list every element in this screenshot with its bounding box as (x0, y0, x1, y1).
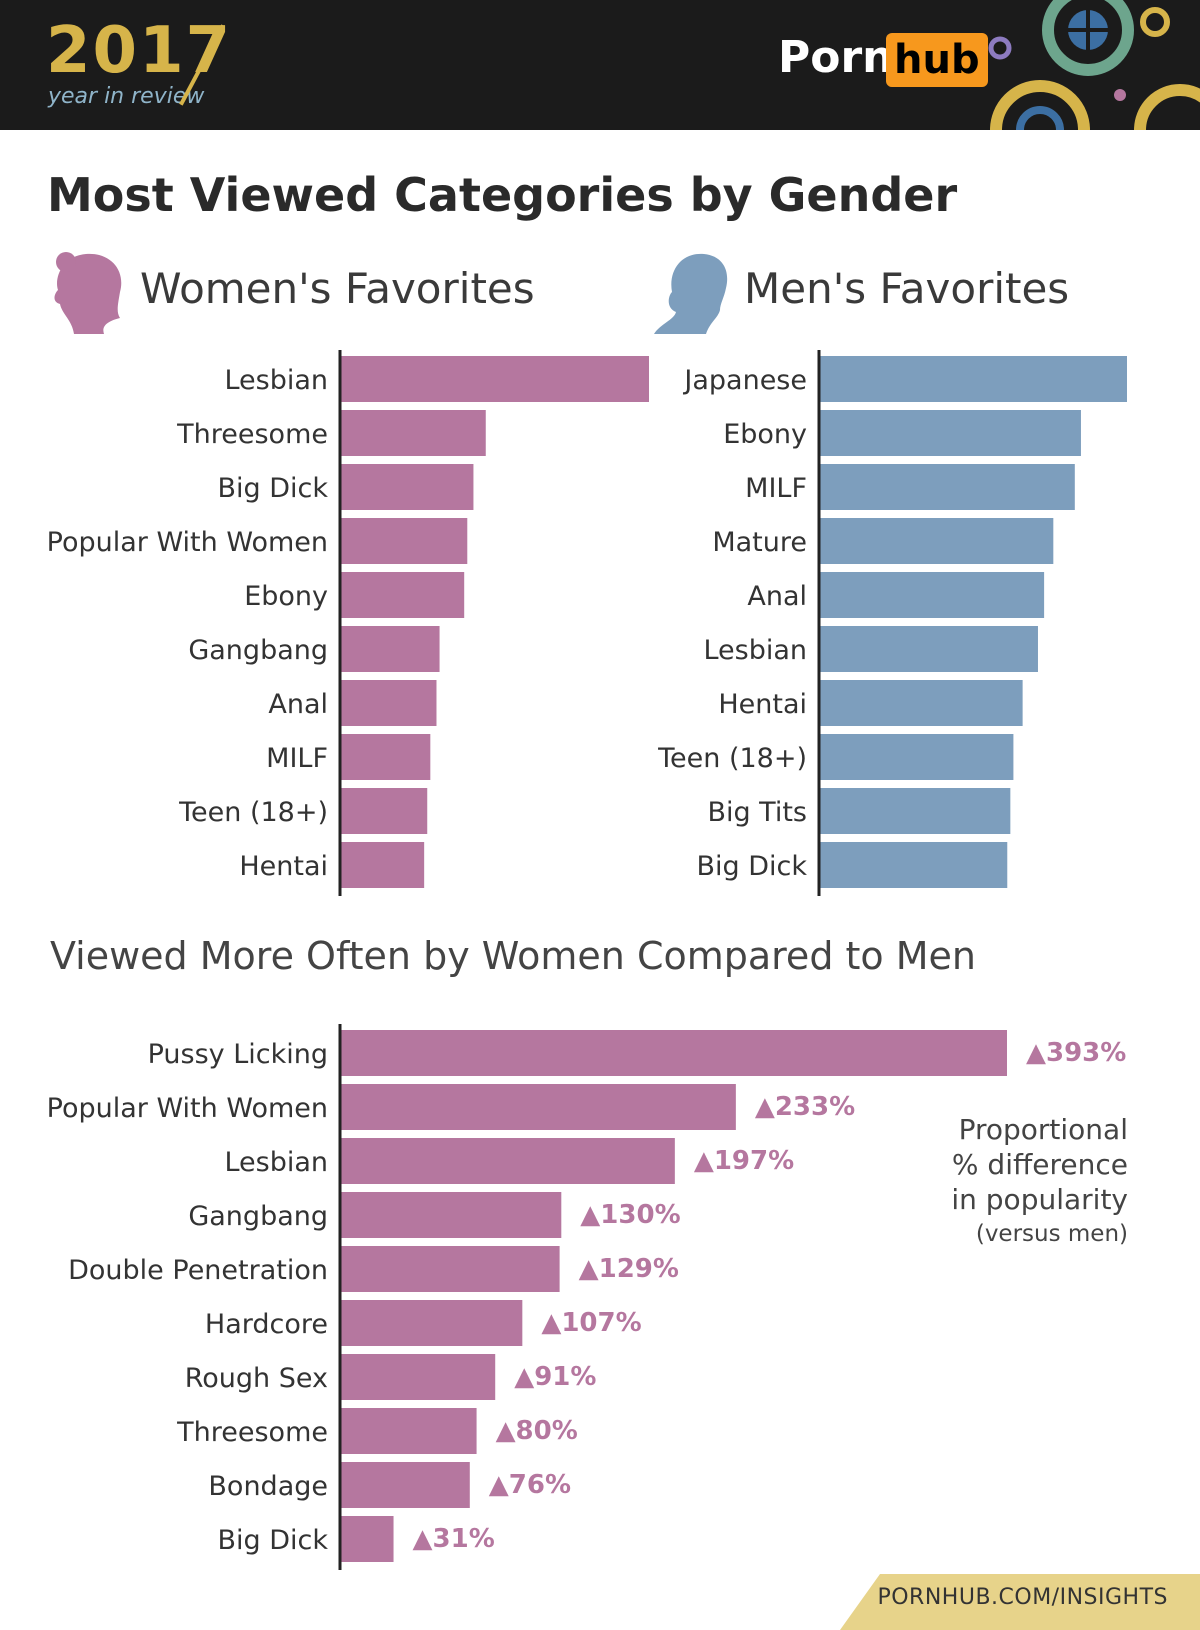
women-category-label: Lesbian (224, 365, 328, 396)
men-bar (820, 734, 1014, 780)
women-bar (341, 410, 486, 456)
comparison-bar (341, 1516, 394, 1562)
men-category-label: Japanese (682, 365, 807, 396)
women-category-label: Threesome (176, 419, 328, 450)
comparison-category-label: Bondage (208, 1471, 328, 1502)
men-bar (820, 464, 1075, 510)
comparison-value-label: ▲80% (496, 1416, 578, 1446)
women-category-label: Big Dick (217, 473, 328, 504)
men-bar (820, 842, 1008, 888)
comparison-bar (341, 1192, 562, 1238)
men-favorites-title: Men's Favorites (744, 264, 1070, 313)
man-head-icon (654, 253, 728, 334)
woman-head-icon (54, 252, 122, 334)
page-title: Most Viewed Categories by Gender (47, 168, 958, 222)
women-bar (341, 626, 440, 672)
note-line-3: in popularity (951, 1183, 1128, 1216)
comparison-category-label: Hardcore (205, 1309, 328, 1340)
comparison-bar (341, 1138, 675, 1184)
chart-note: Proportional % difference in popularity … (951, 1112, 1128, 1252)
comparison-bar (341, 1246, 560, 1292)
men-category-label: Anal (747, 581, 807, 612)
men-bar (820, 572, 1045, 618)
comparison-bar (341, 1462, 470, 1508)
comparison-bar (341, 1408, 477, 1454)
comparison-value-label: ▲393% (1026, 1038, 1126, 1068)
women-category-label: Ebony (244, 581, 328, 612)
comparison-bar (341, 1084, 736, 1130)
women-category-label: Anal (268, 689, 328, 720)
comparison-bar (341, 1354, 496, 1400)
comparison-category-label: Big Dick (217, 1525, 328, 1556)
comparison-category-label: Double Penetration (68, 1255, 328, 1286)
comparison-category-label: Rough Sex (185, 1363, 328, 1394)
comparison-category-label: Threesome (176, 1417, 328, 1448)
women-bar (341, 572, 465, 618)
men-category-label: Big Tits (707, 797, 807, 828)
footer-accent-shape (840, 1574, 1200, 1630)
year-subtitle: year in review (48, 84, 205, 109)
comparison-category-label: Lesbian (224, 1147, 328, 1178)
women-bar (341, 464, 474, 510)
comparison-category-label: Gangbang (188, 1201, 328, 1232)
men-category-label: Mature (712, 527, 807, 558)
comparison-value-label: ▲76% (489, 1470, 571, 1500)
women-bar (341, 734, 431, 780)
men-category-label: MILF (745, 473, 807, 504)
note-line-2: % difference (951, 1148, 1128, 1181)
men-category-label: Hentai (718, 689, 807, 720)
comparison-category-label: Pussy Licking (148, 1039, 328, 1070)
brand-logo-text: Porn (778, 32, 894, 83)
comparison-subtitle: Viewed More Often by Women Compared to M… (50, 934, 976, 978)
men-category-label: Big Dick (696, 851, 807, 882)
men-bar (820, 410, 1081, 456)
header-banner: 2017 year in review Porn hub (0, 0, 1200, 130)
women-category-label: Hentai (239, 851, 328, 882)
women-bar (341, 356, 649, 402)
women-bar (341, 842, 425, 888)
men-bar (820, 680, 1023, 726)
women-category-label: Popular With Women (47, 527, 328, 558)
footer-url: PORNHUB.COM/INSIGHTS (877, 1585, 1168, 1610)
comparison-value-label: ▲130% (580, 1200, 680, 1230)
men-category-label: Teen (18+) (657, 743, 807, 774)
comparison-value-label: ▲31% (413, 1524, 495, 1554)
women-bar (341, 518, 468, 564)
comparison-value-label: ▲91% (514, 1362, 596, 1392)
brand-logo-badge: hub (886, 33, 988, 87)
women-category-label: MILF (266, 743, 328, 774)
women-bar (341, 788, 428, 834)
comparison-value-label: ▲107% (541, 1308, 641, 1338)
men-bar (820, 356, 1127, 402)
comparison-value-label: ▲129% (579, 1254, 679, 1284)
circles-decoration (988, 0, 1200, 130)
year-logo: 2017 (46, 14, 233, 88)
comparison-bar (341, 1300, 523, 1346)
note-line-1: Proportional (958, 1113, 1128, 1146)
women-bar (341, 680, 437, 726)
comparison-bar (341, 1030, 1007, 1076)
men-category-label: Lesbian (703, 635, 807, 666)
women-category-label: Gangbang (188, 635, 328, 666)
women-favorites-title: Women's Favorites (140, 264, 535, 313)
note-line-4: (versus men) (975, 1221, 1128, 1247)
men-category-label: Ebony (723, 419, 807, 450)
men-bar (820, 788, 1011, 834)
women-category-label: Teen (18+) (178, 797, 328, 828)
comparison-value-label: ▲197% (694, 1146, 794, 1176)
men-bar (820, 518, 1054, 564)
comparison-value-label: ▲233% (755, 1092, 855, 1122)
men-bar (820, 626, 1038, 672)
comparison-category-label: Popular With Women (47, 1093, 328, 1124)
